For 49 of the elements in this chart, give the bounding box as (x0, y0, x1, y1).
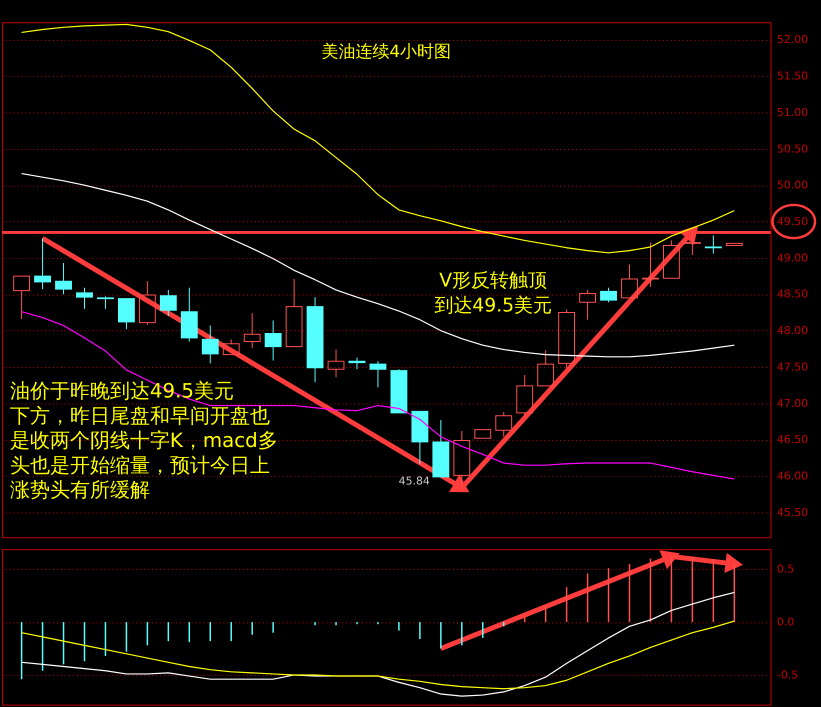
y-tick-label: 50.00 (776, 178, 808, 192)
y-tick-label: 52.00 (776, 33, 808, 46)
y-tick-label: 48.50 (776, 288, 808, 301)
candlestick (600, 287, 617, 303)
candlestick (370, 360, 386, 388)
y-tick-label: 51.00 (776, 106, 808, 119)
candlestick (684, 231, 701, 256)
candlestick (642, 242, 659, 288)
y-tick-label: 48.00 (776, 324, 808, 338)
candlestick (97, 296, 114, 310)
y-tick-label: 46.50 (776, 433, 808, 446)
y-tick-label: 47.50 (776, 360, 808, 374)
line-series (21, 620, 735, 690)
candlestick (621, 264, 638, 298)
candlestick (264, 320, 282, 361)
candlestick (474, 429, 492, 439)
candlestick (13, 276, 30, 320)
y-tick-label: -0.5 (776, 668, 798, 682)
candlestick (704, 234, 722, 254)
line-series (21, 24, 735, 254)
y-tick-label: 47.00 (776, 396, 808, 410)
candlestick (495, 412, 512, 438)
y-tick-label: 51.50 (776, 70, 808, 83)
candlestick (76, 287, 93, 310)
y-tick-label: 49.50 (776, 215, 808, 228)
candlestick (34, 238, 51, 290)
y-tick-label: 0.0 (776, 616, 794, 629)
line-series (21, 172, 735, 358)
candlestick (328, 349, 344, 378)
candlestick (118, 298, 135, 330)
candlestick (726, 242, 743, 246)
candlestick (202, 325, 219, 364)
candlestick (537, 350, 554, 386)
y-tick-label: 50.50 (776, 142, 808, 156)
y-tick-label: 46.00 (776, 470, 808, 483)
candlestick (663, 240, 680, 279)
y-tick-label: 0.5 (776, 562, 794, 576)
candlestick (453, 430, 470, 488)
line-series (21, 592, 735, 697)
candlestick (244, 312, 261, 349)
candlestick (55, 262, 72, 295)
annotation: 45.84 (398, 474, 430, 488)
y-tick-label: 49.00 (776, 251, 808, 264)
y-tick-label: 45.50 (776, 506, 808, 519)
candlestick (160, 289, 177, 317)
annotation: V形反转触顶到达49.5美元 (434, 270, 552, 316)
candlestick (286, 278, 303, 348)
text: 美油连续4小时图 (321, 40, 452, 61)
candlestick (348, 357, 366, 370)
